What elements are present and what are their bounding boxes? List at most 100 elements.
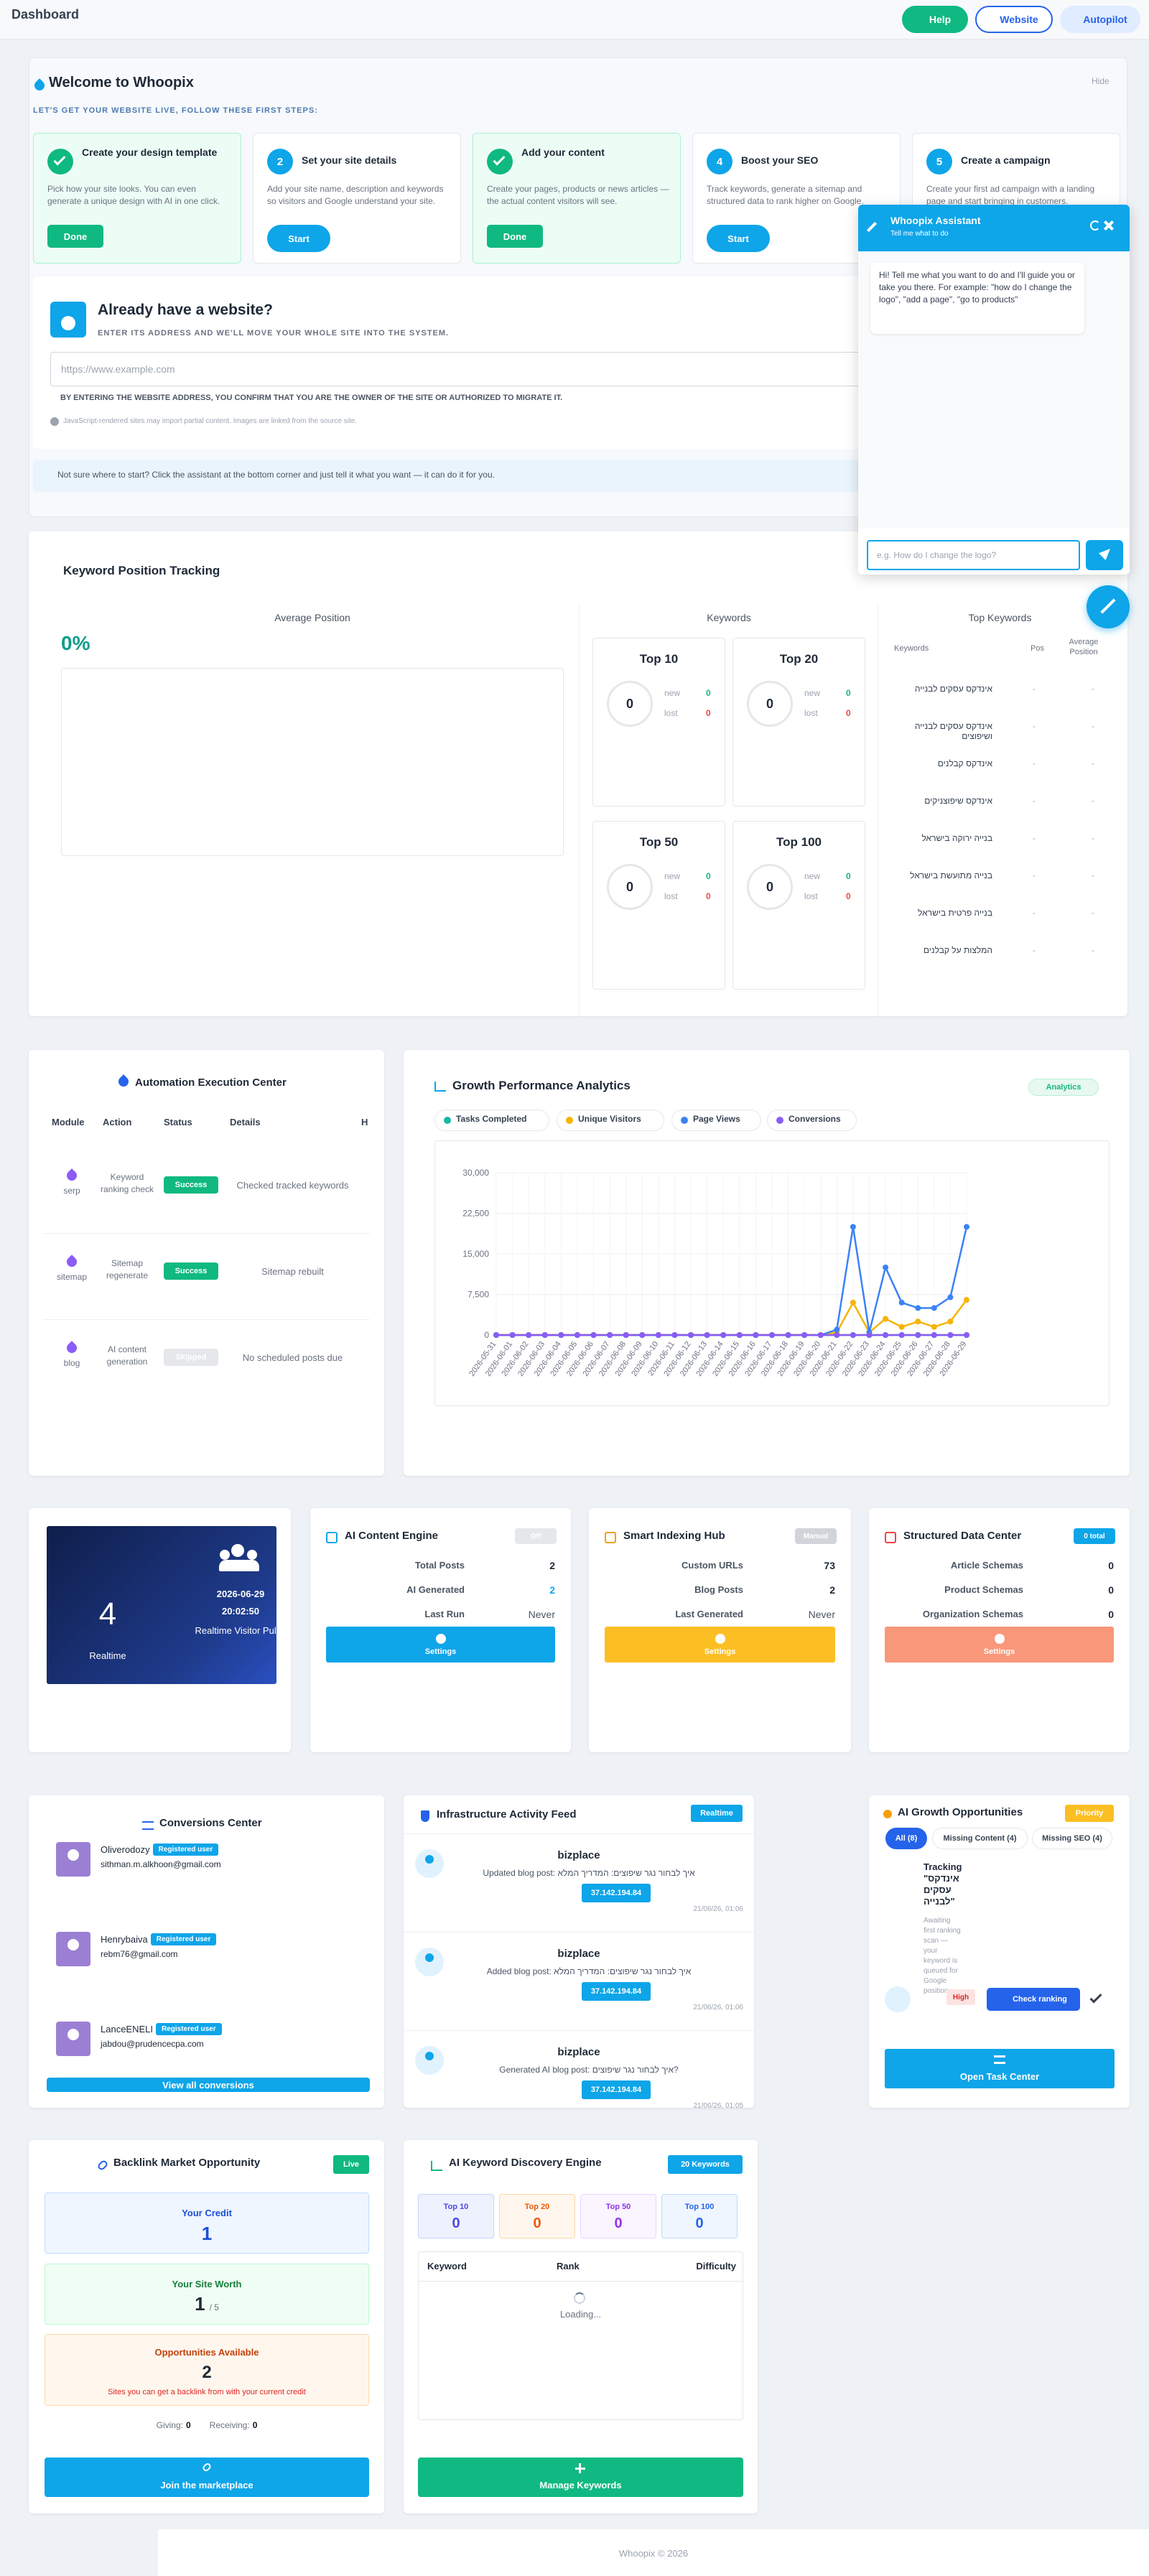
keyword-avg: - [1092, 833, 1094, 843]
data-point [736, 1332, 743, 1338]
user-row: Oliverodozy Registered user [101, 1842, 359, 1856]
col-header: Status [164, 1117, 192, 1127]
engine-row-value: 2 [829, 1584, 835, 1596]
growth-title: Growth Performance Analytics [452, 1079, 631, 1092]
tier-box [418, 2194, 494, 2238]
details-text: No scheduled posts due [242, 1352, 343, 1363]
task-center-label[interactable]: Open Task Center [959, 2070, 1040, 2082]
keyword-pos: - [1033, 721, 1036, 731]
exchange-row: Giving: 0 Receiving: 0 [45, 2420, 369, 2433]
table-header: Rank [557, 2261, 580, 2272]
footer [158, 2529, 1149, 2576]
data-point [671, 1332, 678, 1338]
keyword-text: אינדקס קבלנים [937, 758, 992, 768]
marketplace-button[interactable] [45, 2458, 369, 2497]
keyword-avg: - [1092, 684, 1094, 694]
legend-label: Unique Visitors [578, 1114, 641, 1124]
settings-label[interactable]: Settings [424, 1647, 457, 1656]
filter-tab[interactable]: Missing SEO (4) [1032, 1828, 1112, 1849]
engine-row-value: Never [528, 1609, 555, 1620]
keyword-avg: - [1092, 796, 1094, 806]
data-point [607, 1332, 613, 1338]
engine-row-value: 2 [549, 1584, 555, 1596]
tier-label: Top 10 [443, 2203, 469, 2211]
lost-value: 0 [706, 891, 711, 901]
gear-icon [715, 1634, 725, 1644]
item-avatar-head [425, 2052, 434, 2060]
new-value: 0 [706, 688, 711, 698]
settings-label[interactable]: Settings [983, 1647, 1015, 1656]
step-button[interactable]: Done [47, 225, 103, 248]
worth-value: 1 [195, 2293, 205, 2315]
data-point [574, 1332, 580, 1338]
status-badge: Success [164, 1263, 218, 1280]
settings-button[interactable] [326, 1627, 555, 1663]
keyword-text: בנייה מתועשת בישראל [910, 870, 992, 880]
settings-label[interactable]: Settings [704, 1647, 736, 1656]
user-row: Henrybaiva Registered user [101, 1932, 359, 1946]
credit-value: 1 [201, 2222, 213, 2244]
status-badge: Success [164, 1176, 218, 1194]
header-button[interactable]: Autopilot [1060, 6, 1140, 33]
step-title: Boost your SEO [741, 154, 819, 166]
engine-title: AI Content Engine [345, 1530, 438, 1542]
step-button[interactable]: Done [487, 225, 543, 248]
legend-pill[interactable] [434, 1110, 549, 1131]
data-point [947, 1332, 954, 1338]
lost-value: 0 [706, 708, 711, 718]
data-point [753, 1332, 759, 1338]
tier-value: 0 [452, 2215, 460, 2231]
user-badge: Registered user [156, 2022, 222, 2035]
step-button[interactable]: Start [267, 225, 330, 252]
lost-value: 0 [846, 891, 851, 901]
tier-name: Top 10 [639, 652, 679, 666]
assistant-input[interactable]: e.g. How do I change the logo? [867, 540, 1080, 570]
average-value: 0% [61, 632, 90, 654]
engine-row-label: Total Posts [414, 1560, 465, 1571]
engine-badge: 0 total [1074, 1528, 1115, 1544]
tier-name: Top 100 [776, 835, 822, 849]
growth-chart: 07,50015,00022,50030,0002026-05-312026-0… [434, 1140, 1110, 1406]
engine-row-label: Product Schemas [944, 1584, 1023, 1595]
hide-link[interactable]: Hide [1092, 76, 1110, 86]
settings-button[interactable] [885, 1627, 1114, 1663]
legend-dot [566, 1117, 573, 1124]
available-label: Opportunities Available [154, 2346, 259, 2358]
chart-icon [434, 1082, 446, 1092]
backlink-title: Backlink Market Opportunity [113, 2157, 261, 2169]
analytics-badge: Analytics [1028, 1079, 1099, 1096]
marketplace-label[interactable]: Join the marketplace [160, 2479, 253, 2491]
engine-title: Structured Data Center [903, 1530, 1022, 1542]
tier-label: Top 100 [684, 2203, 715, 2211]
data-point [623, 1332, 629, 1338]
page-title: Dashboard [11, 7, 80, 22]
keyword-pos: - [1033, 833, 1036, 843]
header-button[interactable]: Website [975, 6, 1053, 33]
check-ranking-button[interactable]: Check ranking [987, 1988, 1080, 2011]
refresh-button[interactable] [1090, 220, 1100, 231]
filter-tab[interactable]: Missing Content (4) [932, 1828, 1028, 1849]
settings-button[interactable] [605, 1627, 835, 1663]
receiving-value: 0 [252, 2420, 258, 2430]
keyword-text: בנייה פרטית בישראל [918, 908, 992, 918]
engine-row-label: Organization Schemas [922, 1609, 1023, 1619]
engine-row-value: 73 [824, 1560, 835, 1571]
engine-row-label: Article Schemas [950, 1560, 1023, 1571]
module-name: serp [63, 1186, 80, 1196]
tier-box [661, 2194, 738, 2238]
data-point [915, 1319, 921, 1325]
header-button[interactable]: Help [902, 6, 968, 33]
manage-label[interactable]: Manage Keywords [539, 2479, 622, 2491]
step-circle: 2 [267, 149, 293, 175]
tier-count: 0 [747, 864, 793, 910]
list-icon [994, 2055, 1005, 2064]
filter-tab[interactable]: All (8) [885, 1828, 927, 1849]
step-button[interactable]: Start [707, 225, 770, 252]
migrate-subtitle: ENTER ITS ADDRESS AND WE'LL MOVE YOUR WH… [98, 329, 450, 338]
loading-text: Loading... [559, 2308, 602, 2320]
view-conversions-button[interactable]: View all conversions [47, 2078, 370, 2092]
legend-pill[interactable] [557, 1110, 664, 1131]
table-header: Keyword [427, 2261, 467, 2272]
migrate-title: Already have a website? [98, 302, 273, 318]
people-icon [231, 1544, 244, 1557]
